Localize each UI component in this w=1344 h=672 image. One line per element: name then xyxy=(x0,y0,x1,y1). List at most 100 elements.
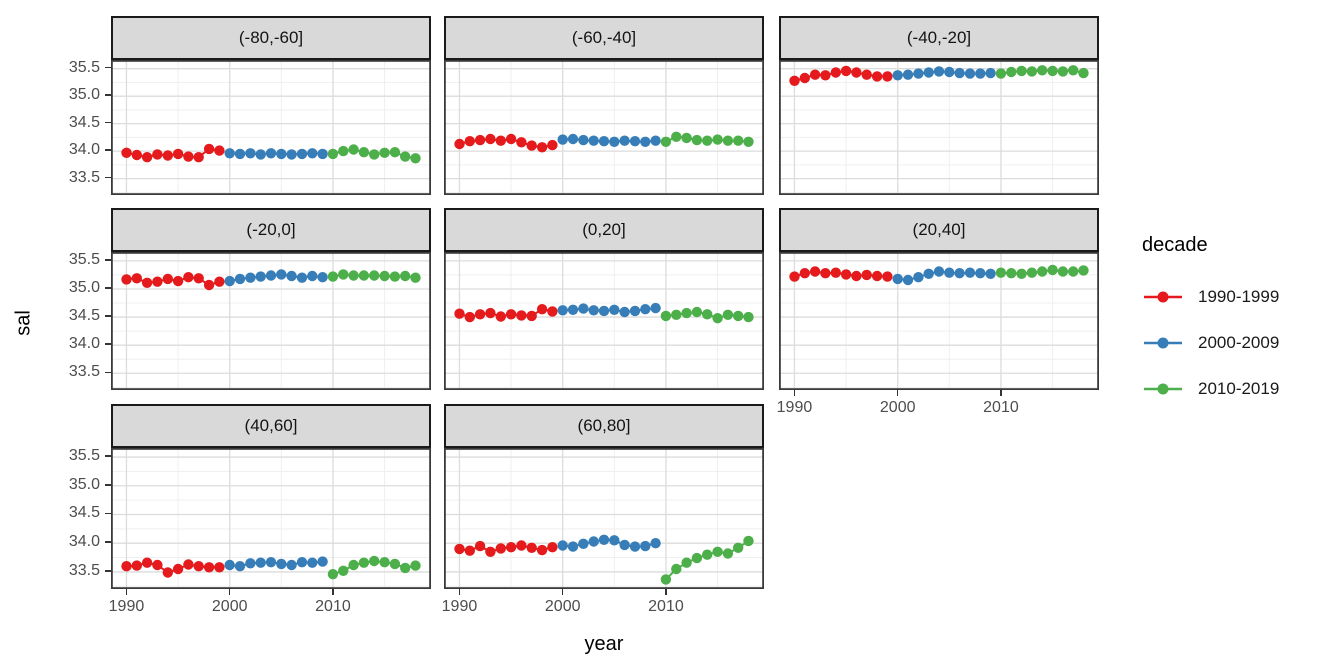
legend-item-label: 2000-2009 xyxy=(1198,333,1280,352)
data-point xyxy=(536,304,548,315)
x-tick-mark xyxy=(458,589,461,595)
data-point xyxy=(327,271,339,282)
series-2010-2019 xyxy=(660,306,754,324)
series-2000-2009 xyxy=(892,66,996,81)
data-point xyxy=(255,557,266,568)
y-tick-mark xyxy=(105,541,111,543)
y-tick-mark xyxy=(105,287,111,289)
data-point xyxy=(902,274,914,286)
data-point xyxy=(193,561,204,572)
data-point xyxy=(547,139,558,151)
data-point xyxy=(485,307,496,319)
data-point xyxy=(964,267,976,278)
data-point xyxy=(389,147,401,158)
series-2000-2009 xyxy=(224,556,328,572)
data-point xyxy=(722,548,734,559)
data-point xyxy=(224,559,235,571)
data-point xyxy=(830,267,841,278)
y-tick-label: 33.5 xyxy=(68,363,100,381)
data-point xyxy=(255,271,266,282)
y-tick-mark xyxy=(105,176,111,179)
data-point xyxy=(464,136,475,147)
data-point xyxy=(809,266,821,277)
data-point xyxy=(286,149,297,160)
data-point xyxy=(660,136,672,147)
y-tick-label: 34.0 xyxy=(68,141,100,159)
data-point xyxy=(640,540,651,552)
data-point xyxy=(307,270,318,282)
data-point xyxy=(722,135,734,146)
facet-strip: (-80,-60] xyxy=(111,16,431,60)
facet-strip-label: (-40,-20] xyxy=(906,28,972,47)
series-1990-1999 xyxy=(789,266,893,282)
data-point xyxy=(526,140,537,151)
facet-strip: (-40,-20] xyxy=(779,16,1099,60)
data-point xyxy=(871,71,883,82)
data-point xyxy=(454,308,465,319)
data-point xyxy=(516,540,527,551)
data-point xyxy=(389,271,401,282)
facet-strip-label: (40,60] xyxy=(244,416,298,435)
data-point xyxy=(296,148,308,160)
data-point xyxy=(307,148,318,159)
data-point xyxy=(598,136,610,147)
data-point xyxy=(121,561,132,572)
x-tick-label: 2000 xyxy=(879,399,916,416)
data-point xyxy=(722,309,734,320)
data-point xyxy=(681,557,692,568)
data-point xyxy=(882,71,893,82)
data-point xyxy=(516,310,527,321)
data-point xyxy=(1057,66,1069,77)
data-point xyxy=(840,269,852,280)
series-2010-2019 xyxy=(327,269,421,283)
data-point xyxy=(1006,268,1017,279)
data-point xyxy=(712,546,723,557)
facet-strip: (20,40] xyxy=(779,208,1099,252)
data-point xyxy=(995,68,1007,79)
data-point xyxy=(660,310,672,322)
data-point xyxy=(799,72,810,84)
data-point xyxy=(400,270,411,282)
data-point xyxy=(495,311,506,322)
legend-key-2 xyxy=(1144,383,1182,395)
data-point xyxy=(485,133,496,145)
facet-strip: (60,80] xyxy=(444,404,764,448)
data-point xyxy=(578,303,589,314)
y-tick-mark xyxy=(105,94,111,96)
data-point xyxy=(712,134,723,145)
data-point xyxy=(588,135,599,146)
data-point xyxy=(567,304,579,315)
data-point xyxy=(400,562,411,574)
y-tick-mark xyxy=(105,121,111,124)
data-point xyxy=(152,276,163,287)
data-point xyxy=(464,311,475,323)
data-point xyxy=(348,144,359,155)
legend-item-2010-2019: 2010-2019 xyxy=(1142,376,1279,402)
data-point xyxy=(338,145,349,157)
facet-panel xyxy=(444,252,764,390)
data-point xyxy=(369,270,380,281)
data-point xyxy=(578,538,589,549)
data-point xyxy=(505,309,517,320)
data-point xyxy=(276,148,287,160)
series-1990-1999 xyxy=(121,557,225,578)
series-1990-1999 xyxy=(454,133,558,153)
data-point xyxy=(933,66,945,77)
data-point xyxy=(121,274,132,285)
data-point xyxy=(152,559,163,571)
data-point xyxy=(224,275,235,287)
data-point xyxy=(830,67,841,78)
data-point xyxy=(536,142,548,153)
data-point xyxy=(224,148,235,159)
data-point xyxy=(172,275,184,287)
facet-panel xyxy=(111,60,431,195)
x-tick-label: 1990 xyxy=(776,399,813,416)
data-point xyxy=(840,65,852,77)
data-point xyxy=(1006,66,1017,78)
data-point xyxy=(944,267,955,278)
data-point xyxy=(307,557,318,568)
facet-(60,80]: (60,80] xyxy=(444,404,764,589)
x-tick-label: 2000 xyxy=(544,598,581,615)
series-2010-2019 xyxy=(327,555,421,580)
x-tick-label: 2010 xyxy=(983,399,1019,416)
